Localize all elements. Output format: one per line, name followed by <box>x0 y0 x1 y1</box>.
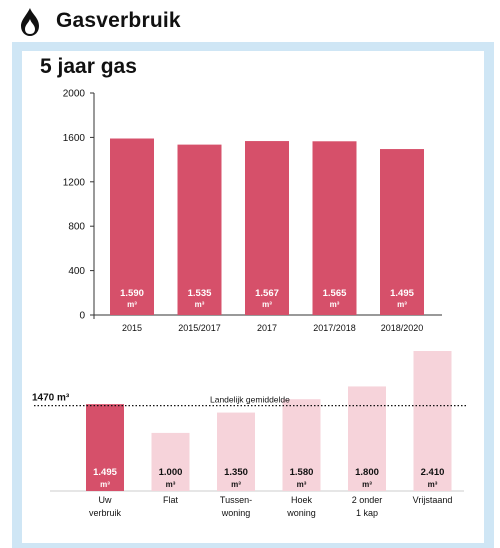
bar-unit-label: m³ <box>166 480 176 489</box>
content-panel: 5 jaar gas 0 400 800 1200 1600 2000 1.590 m³ 201… <box>12 42 494 548</box>
bar-value-label: 1.495 <box>93 467 117 478</box>
bar <box>312 141 357 315</box>
bar-value-label: 1.350 <box>224 467 248 478</box>
bar-value-label: 1.580 <box>290 467 314 478</box>
bar-unit-label: m³ <box>397 300 407 309</box>
bar-unit-label: m³ <box>362 480 372 489</box>
bar-value-label: 1.000 <box>159 467 183 478</box>
app-title: Gasverbruik <box>56 9 181 32</box>
y-tick-label: 800 <box>68 222 85 233</box>
y-tick-label: 2000 <box>63 89 86 100</box>
x-tick-label: 2015/2017 <box>178 323 221 333</box>
bar-value-label: 1.535 <box>188 288 212 299</box>
bar <box>380 149 424 315</box>
bar <box>177 144 222 315</box>
flame-icon <box>21 8 39 36</box>
y-tick-label: 400 <box>68 266 85 277</box>
y-tick-label: 1600 <box>63 133 86 144</box>
x-tick-label: woning <box>221 508 251 518</box>
app-header: Gasverbruik <box>0 0 500 42</box>
bar-unit-label: m³ <box>127 300 137 309</box>
bar-value-label: 1.565 <box>323 288 347 299</box>
y-tick-label: 0 <box>79 311 85 322</box>
bar-value-label: 2.410 <box>421 467 445 478</box>
x-tick-label: 2018/2020 <box>381 323 424 333</box>
reference-value-label: 1470 m³ <box>32 393 70 404</box>
x-tick-label: 2017/2018 <box>313 323 356 333</box>
bar <box>348 386 386 491</box>
bar-unit-label: m³ <box>231 480 241 489</box>
x-tick-label: Uw <box>99 495 112 505</box>
chart-card: 5 jaar gas 0 400 800 1200 1600 2000 1.590 m³ 201… <box>22 51 484 543</box>
bar-unit-label: m³ <box>100 480 110 489</box>
x-tick-label: 2015 <box>122 323 142 333</box>
bar-unit-label: m³ <box>195 300 205 309</box>
x-tick-label: 2017 <box>257 323 277 333</box>
bar-value-label: 1.495 <box>390 288 414 299</box>
bar-value-label: 1.800 <box>355 467 379 478</box>
bar <box>217 412 255 491</box>
bar-unit-label: m³ <box>428 480 438 489</box>
bar <box>110 138 154 315</box>
bar-unit-label: m³ <box>297 480 307 489</box>
comparison-bar-chart: 1.495 m³ Uw verbruik 1.000 m³ Flat 1.350 m³ Tusse… <box>32 351 468 518</box>
bar <box>282 399 321 491</box>
x-tick-label: 2 onder <box>352 495 383 505</box>
bar-value-label: 1.590 <box>120 288 144 299</box>
x-tick-label: Vrijstaand <box>413 495 453 505</box>
bar-value-label: 1.567 <box>255 288 279 299</box>
x-tick-label: Tussen- <box>220 495 252 505</box>
x-tick-label: woning <box>286 508 316 518</box>
x-tick-label: Hoek <box>291 495 313 505</box>
bar <box>151 432 190 491</box>
x-tick-label: 1 kap <box>356 508 378 518</box>
five-year-bar-chart: 04008001200160020001.590m³20151.535m³201… <box>63 89 442 333</box>
chart-title: 5 jaar gas <box>40 55 137 78</box>
bar-unit-label: m³ <box>330 300 340 309</box>
bar <box>245 141 289 315</box>
x-tick-label: verbruik <box>89 508 122 518</box>
reference-caption: Landelijk gemiddelde <box>210 395 290 405</box>
x-tick-label: Flat <box>163 495 179 505</box>
y-tick-label: 1200 <box>63 177 86 188</box>
bar <box>413 351 452 491</box>
bar-unit-label: m³ <box>262 300 272 309</box>
bar-highlight <box>86 404 124 491</box>
